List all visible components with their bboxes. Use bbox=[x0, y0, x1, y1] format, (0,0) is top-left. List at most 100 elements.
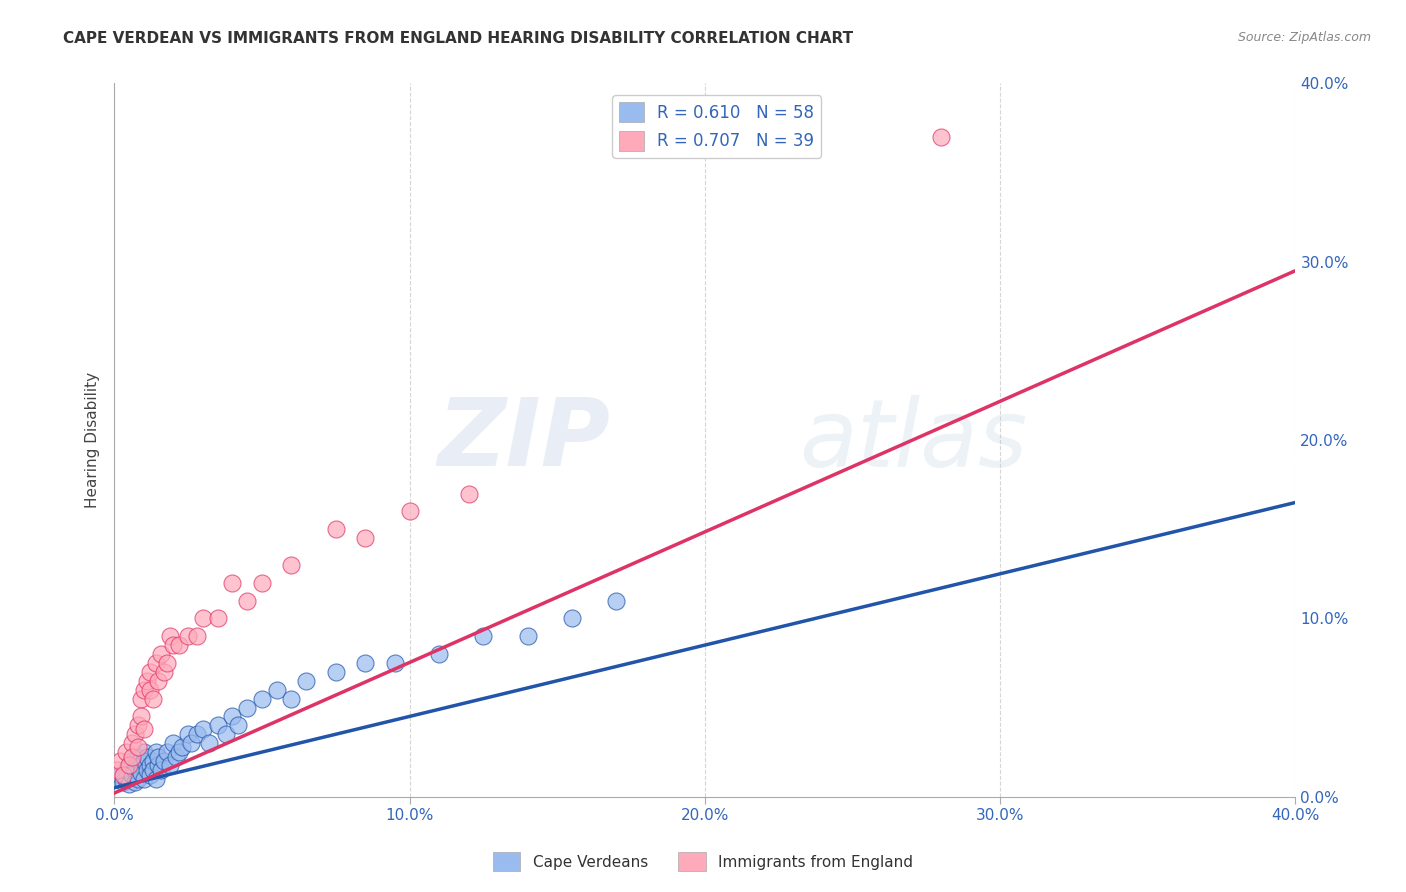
Point bbox=[325, 522, 347, 536]
Text: ZIP: ZIP bbox=[437, 394, 610, 486]
Point bbox=[142, 691, 165, 706]
Point bbox=[105, 763, 128, 777]
Point bbox=[105, 772, 128, 786]
Point bbox=[156, 745, 179, 759]
Point bbox=[221, 709, 243, 723]
Point bbox=[150, 763, 173, 777]
Point bbox=[172, 739, 194, 754]
Point bbox=[427, 647, 450, 661]
Point bbox=[280, 558, 302, 572]
Point bbox=[127, 739, 149, 754]
Point bbox=[115, 772, 138, 786]
Point bbox=[156, 656, 179, 670]
Point bbox=[191, 722, 214, 736]
Point bbox=[191, 611, 214, 625]
Point bbox=[129, 709, 152, 723]
Point bbox=[280, 691, 302, 706]
Point bbox=[148, 750, 170, 764]
Point bbox=[145, 772, 167, 786]
Point bbox=[153, 665, 176, 679]
Point bbox=[142, 754, 165, 768]
Point bbox=[165, 750, 187, 764]
Point bbox=[250, 691, 273, 706]
Point bbox=[121, 754, 143, 768]
Point bbox=[226, 718, 249, 732]
Point bbox=[250, 575, 273, 590]
Point bbox=[112, 775, 135, 789]
Point bbox=[108, 754, 131, 768]
Point bbox=[145, 656, 167, 670]
Point bbox=[118, 757, 141, 772]
Point bbox=[115, 763, 138, 777]
Point bbox=[129, 691, 152, 706]
Point bbox=[115, 745, 138, 759]
Point bbox=[167, 638, 190, 652]
Point bbox=[135, 750, 157, 764]
Point bbox=[354, 531, 377, 545]
Point bbox=[127, 772, 149, 786]
Point bbox=[127, 750, 149, 764]
Point bbox=[132, 772, 155, 786]
Point bbox=[162, 638, 184, 652]
Point bbox=[138, 768, 160, 782]
Point bbox=[398, 504, 420, 518]
Point bbox=[121, 736, 143, 750]
Point bbox=[354, 656, 377, 670]
Point bbox=[177, 727, 200, 741]
Point bbox=[132, 682, 155, 697]
Point bbox=[325, 665, 347, 679]
Point bbox=[127, 718, 149, 732]
Point bbox=[142, 763, 165, 777]
Point bbox=[124, 763, 146, 777]
Text: atlas: atlas bbox=[800, 394, 1028, 485]
Point bbox=[148, 757, 170, 772]
Point bbox=[207, 611, 229, 625]
Text: CAPE VERDEAN VS IMMIGRANTS FROM ENGLAND HEARING DISABILITY CORRELATION CHART: CAPE VERDEAN VS IMMIGRANTS FROM ENGLAND … bbox=[63, 31, 853, 46]
Point bbox=[121, 750, 143, 764]
Point bbox=[605, 593, 627, 607]
Point bbox=[150, 647, 173, 661]
Point bbox=[118, 777, 141, 791]
Point bbox=[457, 486, 479, 500]
Point bbox=[472, 629, 495, 643]
Point bbox=[148, 673, 170, 688]
Point bbox=[929, 130, 952, 145]
Point bbox=[132, 722, 155, 736]
Y-axis label: Hearing Disability: Hearing Disability bbox=[86, 372, 100, 508]
Point bbox=[159, 629, 181, 643]
Point bbox=[153, 754, 176, 768]
Point bbox=[236, 593, 259, 607]
Point bbox=[384, 656, 406, 670]
Point bbox=[132, 745, 155, 759]
Point bbox=[516, 629, 538, 643]
Point bbox=[177, 629, 200, 643]
Point bbox=[124, 775, 146, 789]
Point bbox=[118, 757, 141, 772]
Point bbox=[112, 768, 135, 782]
Point bbox=[159, 757, 181, 772]
Legend: Cape Verdeans, Immigrants from England: Cape Verdeans, Immigrants from England bbox=[486, 847, 920, 877]
Point bbox=[162, 736, 184, 750]
Point bbox=[167, 745, 190, 759]
Point bbox=[129, 766, 152, 780]
Point bbox=[129, 757, 152, 772]
Point bbox=[138, 757, 160, 772]
Point bbox=[138, 665, 160, 679]
Legend: R = 0.610   N = 58, R = 0.707   N = 39: R = 0.610 N = 58, R = 0.707 N = 39 bbox=[612, 95, 821, 158]
Point bbox=[215, 727, 238, 741]
Point bbox=[561, 611, 583, 625]
Point bbox=[124, 727, 146, 741]
Point bbox=[186, 727, 208, 741]
Point bbox=[221, 575, 243, 590]
Point bbox=[197, 736, 219, 750]
Point bbox=[180, 736, 202, 750]
Text: Source: ZipAtlas.com: Source: ZipAtlas.com bbox=[1237, 31, 1371, 45]
Point bbox=[145, 745, 167, 759]
Point bbox=[132, 754, 155, 768]
Point bbox=[135, 763, 157, 777]
Point bbox=[207, 718, 229, 732]
Point bbox=[186, 629, 208, 643]
Point bbox=[121, 768, 143, 782]
Point bbox=[135, 673, 157, 688]
Point bbox=[236, 700, 259, 714]
